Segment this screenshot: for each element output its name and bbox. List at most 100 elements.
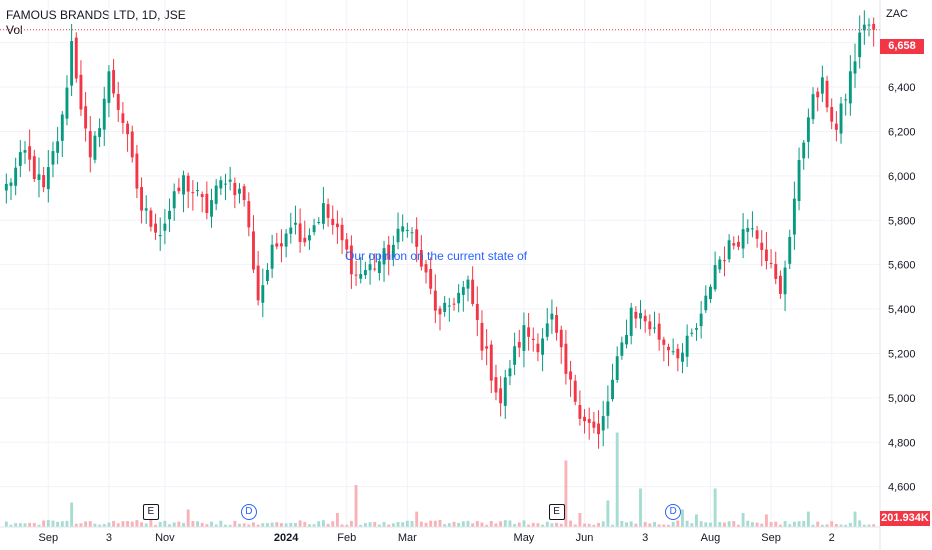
- volume-bar[interactable]: [405, 520, 409, 527]
- volume-bar[interactable]: [191, 521, 195, 527]
- candle-body[interactable]: [513, 346, 517, 365]
- candle-body[interactable]: [102, 98, 106, 130]
- volume-bar[interactable]: [811, 524, 815, 527]
- candle-body[interactable]: [84, 106, 88, 129]
- volume-bar[interactable]: [611, 524, 614, 527]
- volume-bar[interactable]: [480, 522, 484, 527]
- volume-bar[interactable]: [750, 522, 754, 527]
- volume-bar[interactable]: [760, 523, 764, 527]
- volume-bar[interactable]: [685, 520, 689, 527]
- candle-body[interactable]: [415, 229, 419, 247]
- candle-body[interactable]: [382, 248, 386, 265]
- volume-bar[interactable]: [606, 500, 610, 527]
- volume-bar[interactable]: [424, 522, 428, 527]
- volume-bar[interactable]: [732, 520, 736, 527]
- volume-bar[interactable]: [419, 521, 423, 527]
- candle-body[interactable]: [517, 341, 521, 348]
- earnings-event-marker[interactable]: E: [142, 504, 159, 520]
- candle-body[interactable]: [275, 243, 279, 247]
- candle-body[interactable]: [349, 245, 353, 275]
- volume-bar[interactable]: [573, 524, 577, 527]
- candle-body[interactable]: [844, 99, 848, 101]
- volume-bar[interactable]: [200, 522, 204, 527]
- candle-body[interactable]: [79, 74, 83, 110]
- candle-body[interactable]: [345, 239, 349, 250]
- volume-bar[interactable]: [326, 523, 330, 527]
- candle-body[interactable]: [373, 268, 377, 270]
- candle-body[interactable]: [564, 343, 568, 374]
- volume-bar[interactable]: [862, 524, 866, 527]
- candle-body[interactable]: [56, 141, 60, 153]
- candle-body[interactable]: [578, 404, 582, 419]
- candle-body[interactable]: [196, 190, 199, 192]
- candle-body[interactable]: [867, 24, 871, 26]
- candle-body[interactable]: [182, 175, 185, 195]
- candle-body[interactable]: [592, 421, 596, 428]
- volume-bar[interactable]: [667, 524, 670, 527]
- earnings-event-marker[interactable]: E: [548, 504, 565, 520]
- candle-body[interactable]: [158, 234, 162, 237]
- volume-bar[interactable]: [289, 522, 293, 527]
- candle-body[interactable]: [727, 240, 731, 260]
- candle-body[interactable]: [303, 237, 307, 243]
- volume-bar[interactable]: [60, 521, 64, 527]
- candle-body[interactable]: [419, 250, 423, 267]
- candle-body[interactable]: [112, 70, 116, 94]
- volume-bar[interactable]: [583, 523, 587, 527]
- volume-bar[interactable]: [736, 524, 740, 527]
- volume-bar[interactable]: [373, 521, 377, 527]
- volume-bar[interactable]: [303, 521, 307, 527]
- candle-body[interactable]: [298, 223, 302, 242]
- candle-body[interactable]: [718, 259, 722, 270]
- volume-bar[interactable]: [410, 520, 414, 527]
- volume-bar[interactable]: [46, 520, 50, 527]
- candle-body[interactable]: [480, 322, 484, 351]
- candle-body[interactable]: [527, 327, 531, 337]
- candle-body[interactable]: [471, 279, 475, 304]
- volume-bar[interactable]: [74, 523, 78, 527]
- candle-body[interactable]: [266, 269, 269, 282]
- volume-bar[interactable]: [65, 520, 69, 527]
- candle-body[interactable]: [695, 328, 698, 330]
- volume-bar[interactable]: [555, 522, 559, 527]
- candle-body[interactable]: [825, 80, 829, 108]
- volume-bar[interactable]: [475, 520, 479, 527]
- volume-bar[interactable]: [695, 514, 698, 527]
- candle-body[interactable]: [88, 131, 92, 158]
- candle-body[interactable]: [326, 204, 330, 218]
- candle-body[interactable]: [321, 203, 325, 224]
- candle-body[interactable]: [391, 244, 395, 258]
- volume-bar[interactable]: [788, 524, 792, 527]
- volume-bar[interactable]: [186, 509, 190, 528]
- candle-body[interactable]: [788, 236, 792, 264]
- volume-bar[interactable]: [70, 502, 74, 528]
- volume-bar[interactable]: [816, 521, 820, 527]
- candle-body[interactable]: [23, 150, 27, 153]
- candle-body[interactable]: [816, 91, 820, 98]
- volume-bar[interactable]: [163, 520, 167, 527]
- volume-bar[interactable]: [28, 522, 32, 527]
- volume-bar[interactable]: [709, 522, 712, 527]
- candle-body[interactable]: [657, 323, 661, 340]
- candle-body[interactable]: [401, 226, 405, 232]
- volume-bar[interactable]: [130, 521, 134, 527]
- volume-bar[interactable]: [345, 524, 349, 527]
- volume-bar[interactable]: [340, 524, 344, 527]
- candle-body[interactable]: [252, 231, 255, 270]
- volume-bar[interactable]: [377, 524, 381, 527]
- candle-body[interactable]: [438, 308, 442, 315]
- candle-body[interactable]: [172, 191, 176, 209]
- dividend-event-marker[interactable]: D: [665, 504, 682, 520]
- volume-bar[interactable]: [653, 521, 656, 527]
- volume-bar[interactable]: [499, 521, 503, 527]
- volume-bar[interactable]: [56, 521, 60, 527]
- volume-bar[interactable]: [690, 523, 694, 527]
- candle-body[interactable]: [615, 356, 619, 381]
- candle-body[interactable]: [746, 228, 750, 232]
- candle-body[interactable]: [42, 175, 46, 188]
- volume-bar[interactable]: [84, 521, 88, 527]
- candle-body[interactable]: [51, 151, 55, 165]
- candle-body[interactable]: [820, 77, 824, 94]
- candle-body[interactable]: [93, 135, 97, 160]
- candle-body[interactable]: [830, 107, 834, 122]
